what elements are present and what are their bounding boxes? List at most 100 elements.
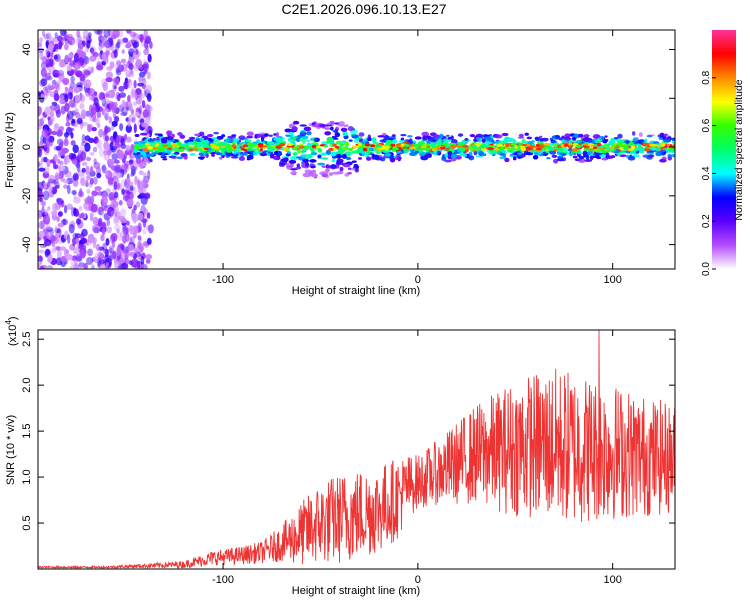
spectrogram-cell bbox=[114, 191, 119, 199]
spectrogram-cell bbox=[44, 238, 52, 247]
spectrogram-cell bbox=[671, 137, 675, 142]
spectrogram-cell bbox=[86, 257, 94, 265]
spectrogram-cell bbox=[72, 240, 76, 247]
spectrogram-cell bbox=[567, 143, 573, 146]
spectrogram-cell bbox=[551, 154, 558, 158]
spectrogram-cell bbox=[110, 232, 118, 242]
spectrogram-cell bbox=[48, 174, 56, 182]
spectrogram-cell bbox=[80, 50, 87, 59]
spectrogram-xtick-label: 0 bbox=[415, 274, 421, 286]
spectrogram-cell bbox=[552, 143, 558, 146]
spectrogram-cell bbox=[125, 227, 130, 234]
spectrogram-cell bbox=[125, 259, 130, 265]
spectrogram-cell bbox=[146, 71, 151, 80]
spectrogram-cell bbox=[112, 30, 120, 38]
spectrogram-cell bbox=[306, 131, 312, 136]
spectrogram-cell bbox=[646, 152, 655, 155]
spectrogram-cell bbox=[267, 151, 274, 154]
spectrogram-cell bbox=[126, 235, 133, 244]
spectrogram-cell bbox=[330, 151, 338, 157]
spectrogram-cell bbox=[211, 153, 215, 157]
spectrogram-cell bbox=[325, 149, 331, 155]
spectrogram-cell bbox=[324, 131, 332, 136]
spectrogram-cell bbox=[38, 220, 45, 230]
spectrogram-cell bbox=[632, 154, 640, 158]
spectrogram-cell bbox=[451, 139, 458, 144]
spectrogram-cell bbox=[212, 139, 221, 143]
spectrogram-cell bbox=[49, 229, 54, 236]
spectrogram-cell bbox=[53, 124, 59, 132]
spectrogram-cell bbox=[661, 156, 667, 161]
spectrogram-cell bbox=[128, 103, 133, 112]
spectrogram-cell bbox=[299, 150, 306, 154]
spectrogram-cell bbox=[238, 135, 246, 141]
spectrogram-cell bbox=[343, 142, 350, 146]
spectrogram-cell bbox=[43, 156, 48, 163]
figure-title: C2E1.2026.096.10.13.E27 bbox=[281, 1, 446, 17]
spectrogram-cell bbox=[439, 146, 446, 150]
spectrogram-ytick-label: 40 bbox=[21, 43, 33, 55]
snr-multiplier-close: ) bbox=[7, 316, 19, 320]
spectrogram-cell bbox=[392, 139, 397, 144]
spectrogram-cell bbox=[312, 169, 316, 174]
spectrogram-cell bbox=[264, 133, 269, 137]
spectrogram-cell bbox=[535, 147, 542, 151]
spectrogram-cell bbox=[117, 39, 121, 45]
spectrogram-cell bbox=[418, 147, 425, 151]
spectrogram-cell bbox=[444, 159, 452, 163]
spectrogram-cell bbox=[143, 30, 148, 39]
spectrogram-cell bbox=[313, 137, 320, 142]
spectrogram-cell bbox=[370, 144, 376, 147]
spectrogram-cell bbox=[39, 51, 44, 61]
spectrogram-cell bbox=[81, 40, 86, 47]
spectrogram-cell bbox=[149, 41, 153, 49]
spectrogram-cell bbox=[96, 64, 104, 71]
spectrogram-cell bbox=[74, 174, 79, 180]
spectrogram-cell bbox=[69, 265, 77, 269]
spectrogram-cell bbox=[121, 188, 125, 195]
spectrogram-cell bbox=[162, 158, 168, 161]
spectrogram-cell bbox=[130, 235, 135, 245]
spectrogram-cell bbox=[54, 184, 60, 189]
spectrogram-cell bbox=[71, 118, 76, 126]
spectrogram-cell bbox=[259, 132, 266, 135]
spectrogram-cell bbox=[149, 139, 155, 143]
spectrogram-cell bbox=[143, 208, 149, 216]
spectrogram-cell bbox=[38, 249, 44, 254]
spectrogram-cell bbox=[608, 140, 616, 145]
spectrogram-cell bbox=[396, 150, 403, 154]
spectrogram-cell bbox=[464, 138, 469, 141]
spectrogram-cell bbox=[113, 85, 117, 90]
spectrogram-cell bbox=[505, 146, 510, 150]
spectrogram-cell bbox=[57, 158, 61, 164]
spectrogram-cell bbox=[113, 181, 118, 191]
spectrogram-cell bbox=[624, 140, 631, 144]
spectrogram-cell bbox=[106, 149, 112, 156]
spectrogram-cell bbox=[290, 168, 298, 171]
spectrogram-cell bbox=[53, 73, 59, 78]
spectrogram-cell bbox=[129, 31, 137, 38]
spectrogram-cell bbox=[114, 141, 120, 148]
spectrogram-cell bbox=[49, 234, 57, 242]
spectrogram-cell bbox=[302, 141, 306, 144]
spectrogram-cell bbox=[74, 233, 82, 239]
spectrogram-cell bbox=[143, 157, 149, 162]
spectrogram-cell bbox=[204, 147, 209, 151]
spectrogram-cell bbox=[501, 132, 509, 137]
spectrogram-cell bbox=[649, 143, 654, 147]
spectrogram-cell bbox=[42, 228, 50, 234]
spectrogram-ytick-label: -40 bbox=[21, 237, 33, 253]
snr-xtick-label: 0 bbox=[415, 574, 421, 586]
spectrogram-cell bbox=[593, 148, 601, 152]
spectrogram-cell bbox=[106, 219, 110, 227]
spectrogram-cell bbox=[671, 154, 675, 158]
spectrogram-cell bbox=[112, 250, 117, 260]
spectrogram-cell bbox=[642, 142, 650, 146]
spectrogram-cell bbox=[207, 134, 214, 137]
spectrogram-cell bbox=[335, 153, 342, 159]
spectrogram-cell bbox=[86, 175, 91, 180]
spectrogram-cell bbox=[310, 152, 318, 156]
spectrogram-cell bbox=[562, 157, 567, 162]
spectrogram-cell bbox=[441, 142, 448, 146]
